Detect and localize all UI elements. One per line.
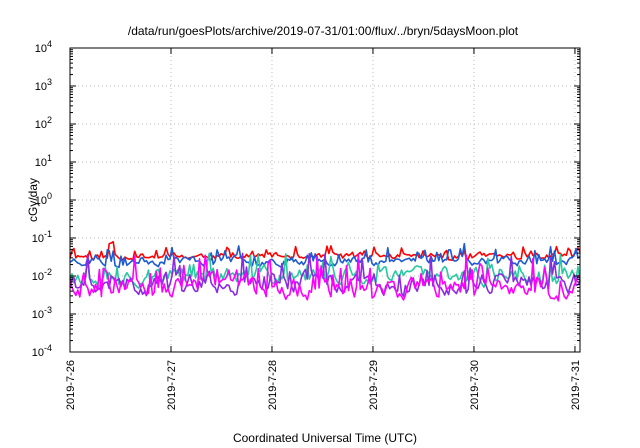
x-tick-label: 2019-7-28 <box>267 360 279 410</box>
y-tick-label: 10-4 <box>32 343 52 359</box>
y-tick-label: 101 <box>35 153 52 169</box>
x-axis-label: Coordinated Universal Time (UTC) <box>233 431 417 445</box>
x-tick-label: 2019-7-27 <box>166 360 178 410</box>
x-tick-label: 2019-7-31 <box>570 360 582 410</box>
x-tick-label: 2019-7-30 <box>469 360 481 410</box>
x-axis: 2019-7-26 2019-7-27 2019-7-28 2019-7-29 2019… <box>65 48 582 410</box>
x-tick-label: 2019-7-29 <box>368 360 380 410</box>
series-layer <box>69 240 581 302</box>
grid <box>70 48 580 352</box>
y-tick-label: 104 <box>35 39 52 55</box>
y-tick-label: 10-2 <box>32 267 52 283</box>
y-tick-label: 10-3 <box>32 305 52 321</box>
x-tick-label: 2019-7-26 <box>65 360 77 410</box>
y-tick-label: 103 <box>35 77 52 93</box>
chart-title: /data/run/goesPlots/archive/2019-07-31/0… <box>128 24 519 38</box>
y-tick-label: 102 <box>35 115 52 131</box>
y-tick-label: 100 <box>35 191 52 207</box>
y-tick-label: 10-1 <box>32 229 52 245</box>
y-axis-label: cGy/day <box>26 178 40 222</box>
series-line <box>69 253 581 302</box>
y-axis: 10-4 10-3 10-2 10-1 100 101 102 103 104 <box>32 39 580 359</box>
